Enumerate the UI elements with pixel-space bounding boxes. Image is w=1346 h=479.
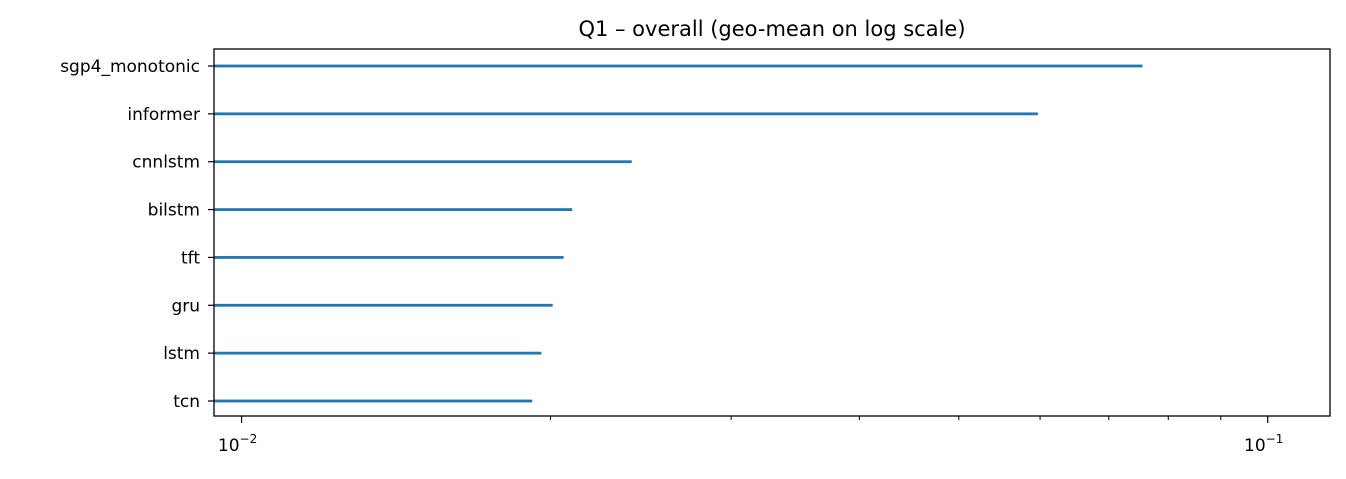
bars-layer — [214, 64, 1143, 403]
y-axis-ticks: sgp4_monotonic informer cnnlstm bilstm tft gr… — [60, 57, 214, 412]
bar-tcn — [214, 399, 533, 403]
y-tick-label: sgp4_monotonic — [60, 57, 200, 77]
x-axis-ticks: 10−2 10−1 — [218, 416, 1283, 456]
x-tick-label: 10−2 — [218, 432, 257, 456]
x-tick-label: 10−1 — [1244, 432, 1283, 456]
bar-gru — [214, 303, 553, 307]
plot-frame — [213, 48, 1331, 417]
bar-cnnlstm — [214, 160, 632, 164]
y-tick-label: bilstm — [148, 201, 200, 221]
bar-tft — [214, 256, 564, 259]
y-tick-label: tcn — [173, 392, 200, 412]
y-tick-label: lstm — [163, 344, 200, 364]
y-tick-label: gru — [171, 296, 200, 316]
y-tick-label: cnnlstm — [132, 153, 200, 173]
y-tick-label: tft — [181, 248, 200, 268]
bar-bilstm — [214, 208, 573, 211]
bar-informer — [214, 112, 1038, 116]
bar-sgp4_monotonic — [214, 64, 1143, 68]
chart-title: Q1 – overall (geo-mean on log scale) — [578, 17, 965, 41]
bar-lstm — [214, 351, 542, 355]
y-tick-label: informer — [127, 105, 200, 125]
